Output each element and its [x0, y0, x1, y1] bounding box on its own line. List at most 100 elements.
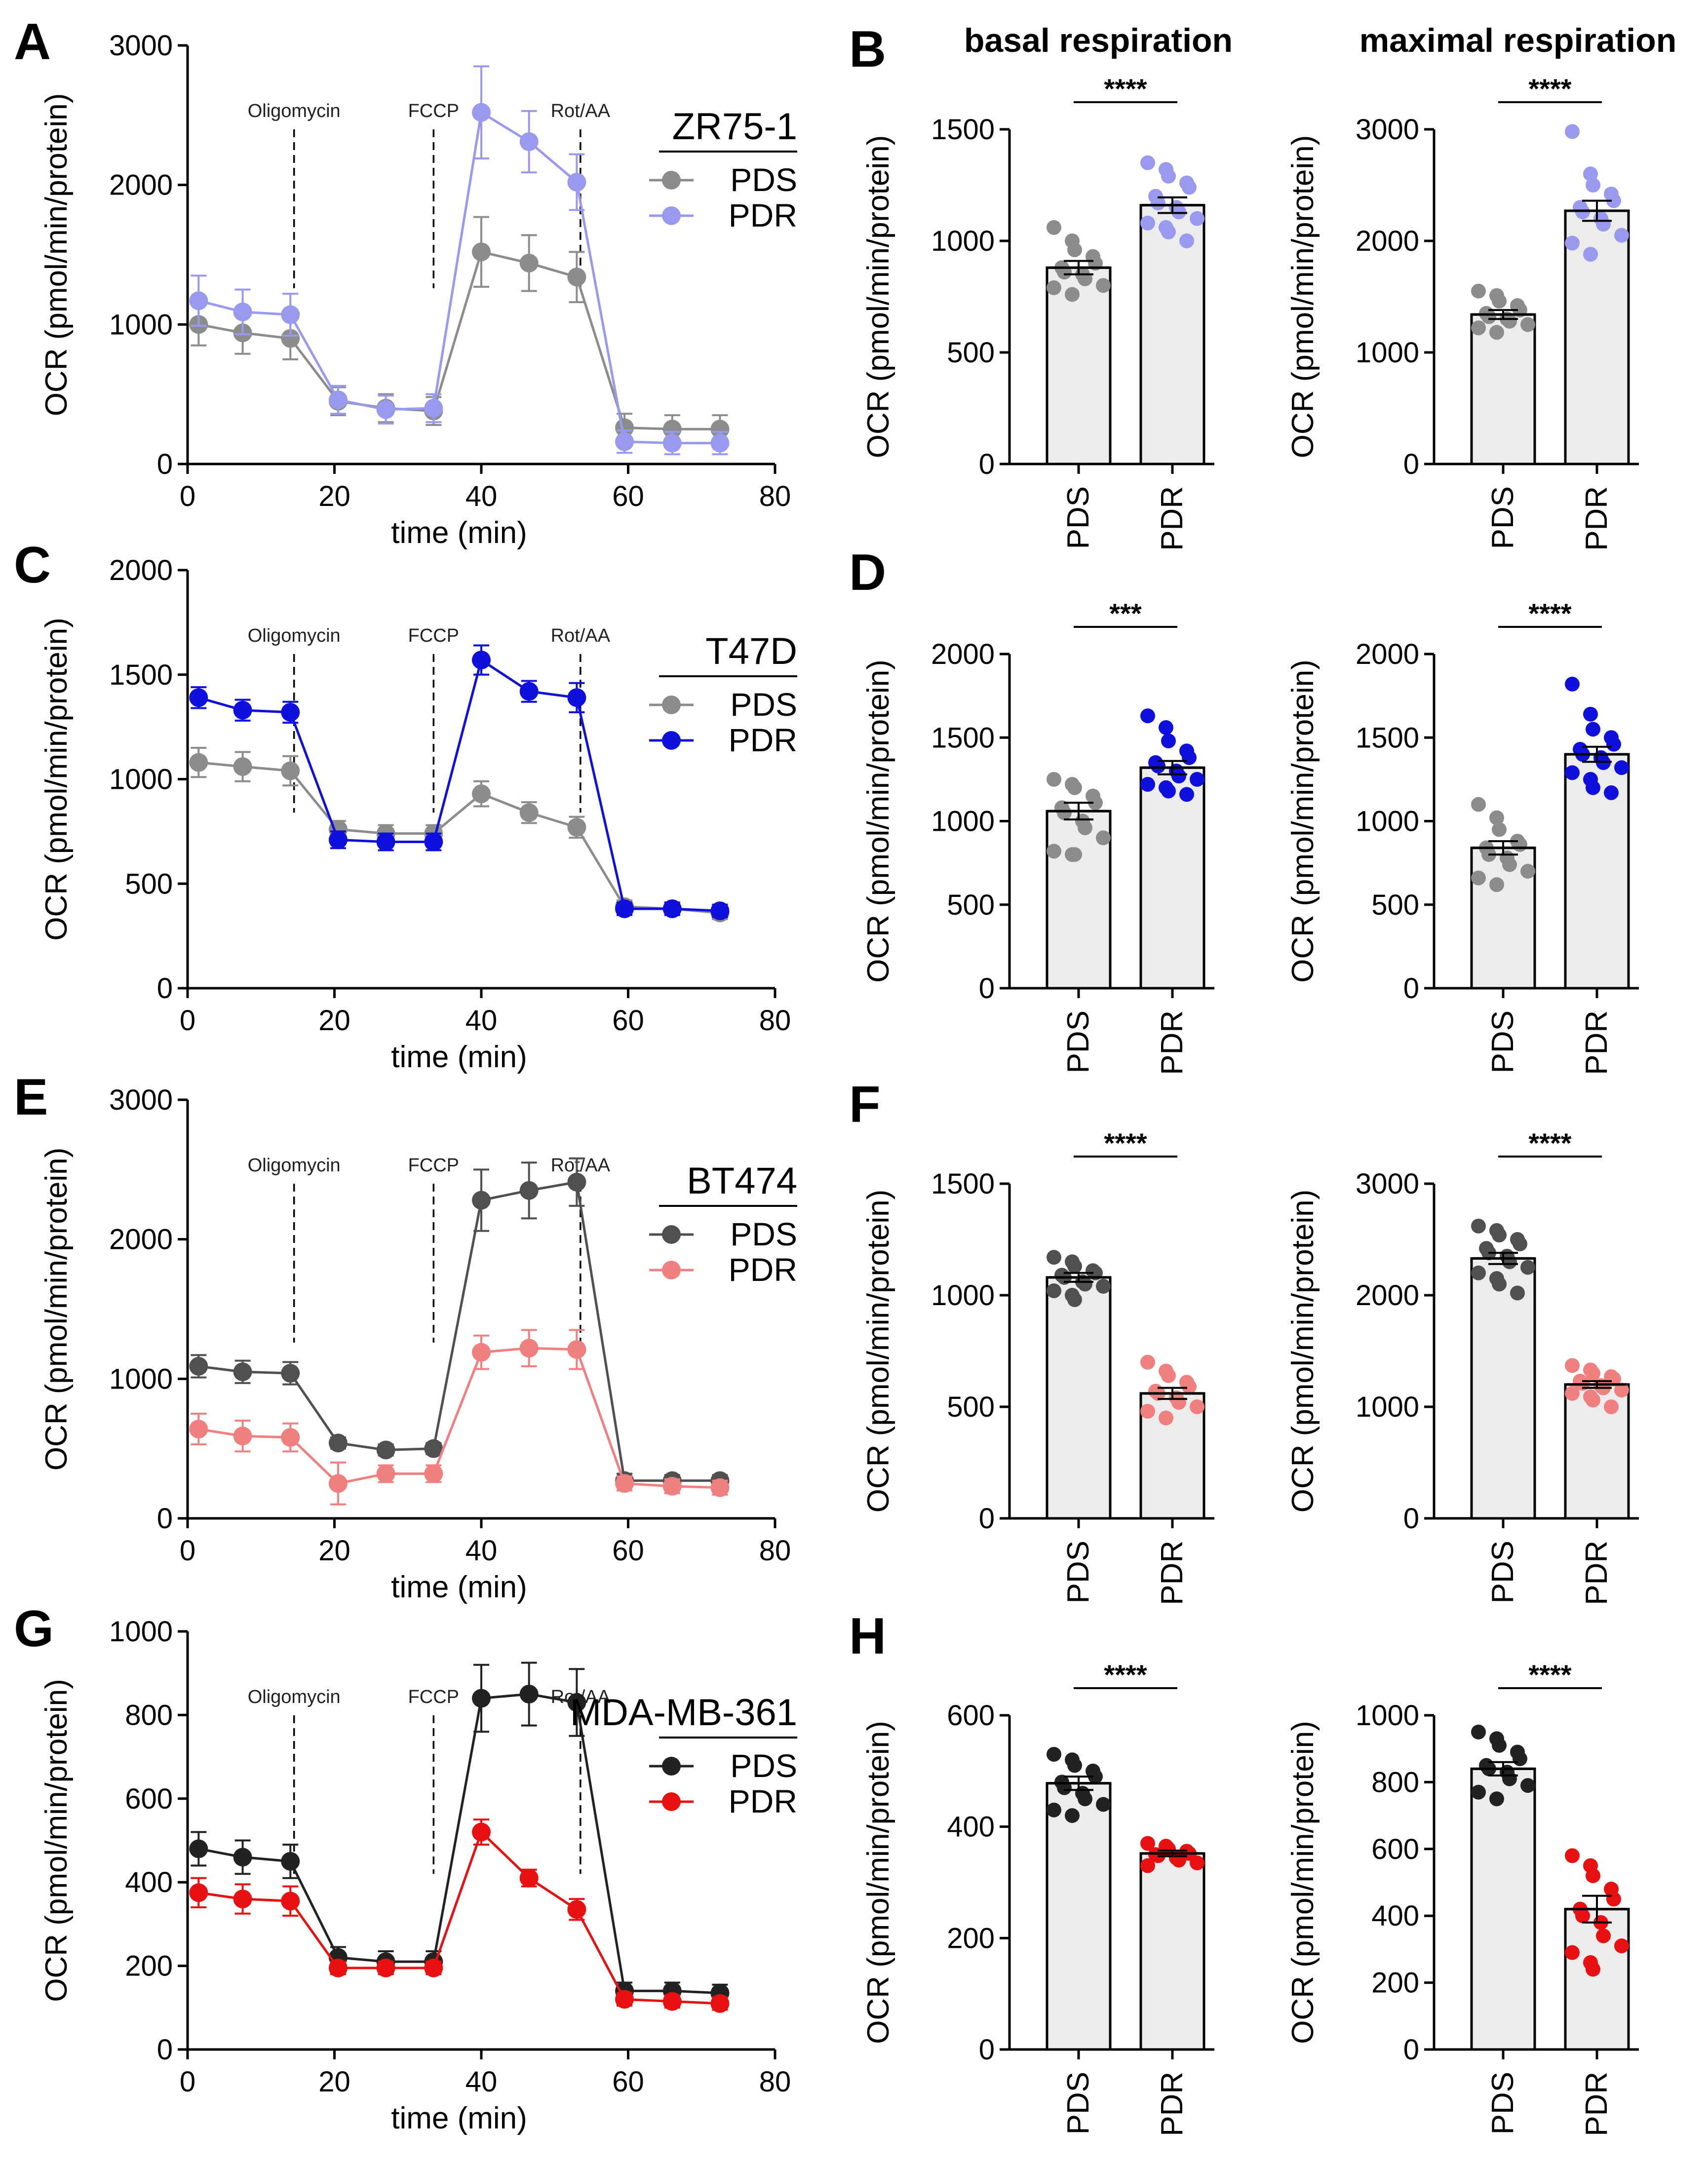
replicate-point — [1047, 280, 1061, 295]
data-point — [376, 832, 395, 851]
x-tick-label: 80 — [759, 2066, 791, 2098]
replicate-point — [1471, 320, 1486, 336]
data-point — [710, 1478, 730, 1497]
replicate-point — [1140, 777, 1155, 792]
data-point — [519, 1868, 539, 1888]
significance-label: **** — [1528, 1659, 1571, 1690]
data-point — [424, 1958, 443, 1977]
data-point — [281, 761, 300, 780]
data-point — [424, 832, 443, 851]
x-tick-label: 0 — [180, 1005, 195, 1037]
category-label: PDR — [1580, 2072, 1614, 2136]
x-tick-label: 40 — [466, 1005, 498, 1037]
line-A-y-tick-label: 1000 — [109, 309, 173, 341]
replicate-point — [1140, 1858, 1155, 1873]
replicate-point — [1190, 1855, 1204, 1871]
replicate-point — [1606, 736, 1621, 752]
replicate-point — [1596, 217, 1611, 232]
data-point — [233, 1890, 252, 1909]
series-line — [198, 110, 720, 445]
bar-F-y-tick-label: 0 — [1403, 1503, 1419, 1535]
replicate-point — [1140, 1404, 1155, 1419]
bar-B-y-tick-label: 1000 — [1356, 337, 1419, 369]
data-point — [376, 1464, 395, 1483]
bar-pds — [1046, 266, 1112, 465]
data-point — [189, 1883, 208, 1902]
x-tick-label: 80 — [759, 1005, 791, 1037]
data-point — [281, 1852, 300, 1871]
replicate-point — [1161, 168, 1176, 184]
data-point — [424, 398, 443, 418]
series-pds — [189, 746, 730, 923]
line-E-y-tick-label: 0 — [157, 1503, 173, 1535]
replicate-point — [1067, 242, 1082, 258]
series-line — [198, 1693, 720, 1995]
replicate-point — [1471, 283, 1486, 299]
line-G-y-axis-title: OCR (pmol/min/protein) — [39, 1679, 74, 2002]
category-label: PDS — [1486, 1010, 1520, 1073]
line-C-y-tick-label: 2000 — [109, 554, 173, 586]
legend-marker — [662, 1225, 681, 1244]
data-point — [567, 173, 586, 192]
replicate-point — [1513, 1237, 1527, 1252]
data-point — [710, 433, 730, 453]
replicate-point — [1596, 1928, 1611, 1943]
legend-marker — [662, 206, 681, 225]
bar-D-y-tick-label: 2000 — [1356, 638, 1419, 670]
data-point — [233, 1848, 252, 1867]
bar-pdr — [1564, 1908, 1630, 2051]
replicate-point — [1096, 278, 1111, 293]
legend-marker — [662, 1757, 681, 1776]
replicate-point — [1492, 1227, 1507, 1242]
significance-label: **** — [1104, 1659, 1147, 1690]
replicate-point — [1047, 844, 1061, 859]
data-point — [472, 242, 491, 262]
x-tick-label: 60 — [612, 1005, 644, 1037]
bar-H-y-tick-label: 200 — [1371, 1967, 1419, 1999]
cell-line-label: MDA-MB-361 — [570, 1692, 797, 1734]
data-point — [328, 1433, 348, 1453]
replicate-point — [1586, 1868, 1600, 1883]
cell-line-label: ZR75-1 — [672, 106, 797, 148]
line-G-y-tick-label: 400 — [125, 1866, 173, 1898]
line-chart-C: 0 500 1000 1500 2000 OCR (pmol/min/protein) 0 2… — [39, 554, 797, 1074]
replicate-point — [1171, 1394, 1186, 1410]
replicate-point — [1481, 309, 1496, 324]
data-point — [567, 688, 586, 707]
replicate-point — [1606, 193, 1621, 208]
data-point — [662, 433, 682, 453]
bar-D-y-tick-label: 1000 — [1356, 806, 1419, 838]
replicate-point — [1502, 857, 1517, 872]
bar-F-y-tick-label: 3000 — [1356, 1168, 1419, 1200]
legend-label: PDS — [730, 1216, 797, 1252]
line-C-y-tick-label: 1000 — [109, 764, 173, 796]
replicate-point — [1565, 1358, 1580, 1373]
significance-label: **** — [1104, 1127, 1147, 1159]
category-label: PDR — [1580, 486, 1614, 551]
data-point — [519, 1339, 539, 1358]
data-point — [233, 1427, 252, 1446]
series-line — [198, 761, 720, 915]
cell-line-label: BT474 — [687, 1160, 797, 1202]
bar-B-y-tick-label: 0 — [1403, 448, 1419, 480]
replicate-point — [1159, 720, 1173, 735]
category-label: PDR — [1155, 1010, 1189, 1075]
bar-H-y-tick-label: 400 — [947, 1811, 995, 1843]
injection-label: Rot/AA — [551, 625, 611, 646]
bar-H-y-tick-label: 0 — [979, 2034, 995, 2066]
replicate-point — [1565, 1945, 1580, 1960]
bar-D-y-tick-label: 2000 — [931, 638, 995, 670]
data-point — [615, 418, 634, 437]
bar-B-y-tick-label: 0 — [979, 448, 995, 480]
bar-chart-D: 0 500 1000 1500 2000 OCR (pmol/min/protein) PD… — [861, 598, 1214, 1075]
bar-F-y-tick-label: 1500 — [931, 1168, 995, 1200]
replicate-point — [1179, 787, 1194, 802]
data-point — [189, 753, 208, 772]
data-point — [567, 1900, 586, 1919]
category-label: PDS — [1061, 486, 1095, 549]
category-label: PDS — [1061, 1010, 1095, 1073]
bar-B-y-axis-title: OCR (pmol/min/protein) — [1286, 135, 1320, 459]
replicate-point — [1575, 1908, 1590, 1924]
data-point — [519, 1685, 539, 1704]
